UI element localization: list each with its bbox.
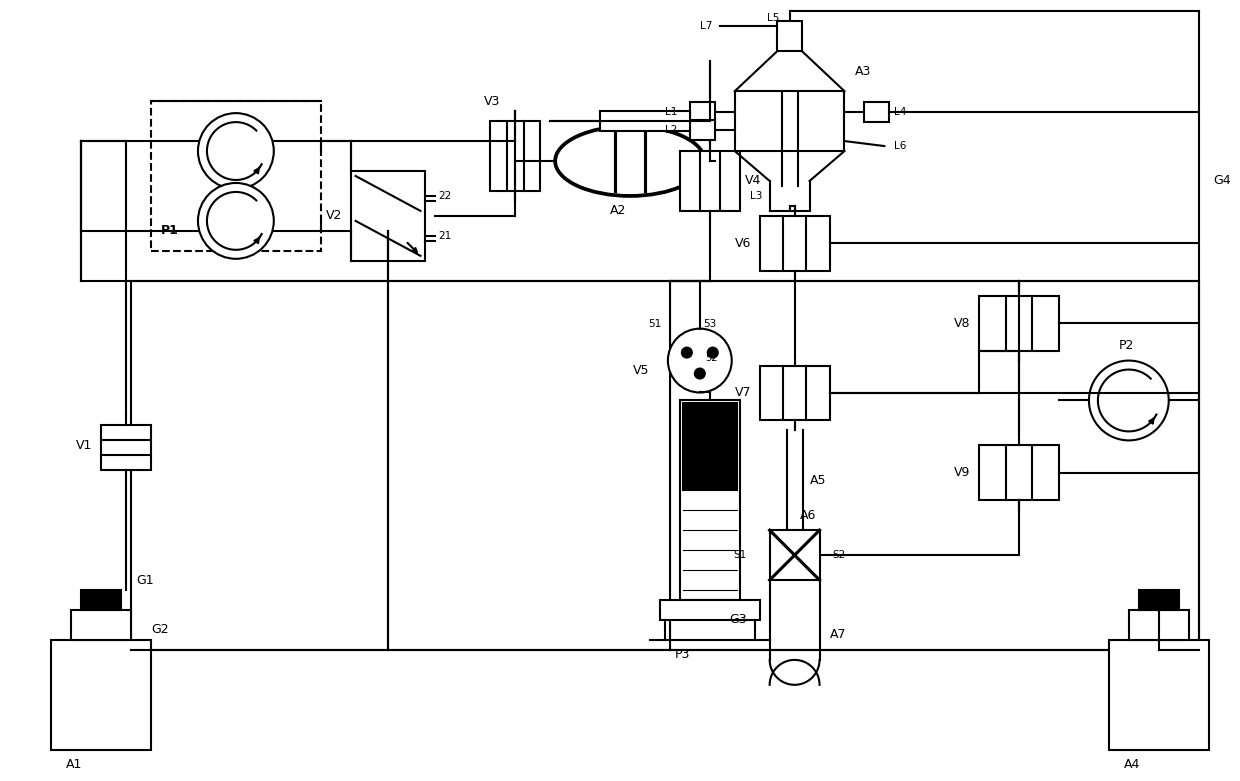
Circle shape [198,183,274,259]
Bar [51,640,151,750]
Text: V3: V3 [484,95,501,108]
Bar [777,21,802,52]
Ellipse shape [556,126,704,196]
Text: P2: P2 [1118,339,1135,352]
Bar [131,280,670,650]
Text: L3: L3 [750,191,763,201]
Bar [980,445,1059,501]
Text: 22: 22 [439,191,451,201]
Bar [71,610,131,640]
Bar [689,102,714,122]
Text: G4: G4 [1214,174,1231,187]
Text: G1: G1 [136,573,154,587]
Text: A1: A1 [66,758,83,771]
Bar [1109,640,1209,750]
Text: V6: V6 [735,237,751,250]
Text: S1: S1 [733,550,746,560]
Text: V8: V8 [955,316,971,330]
Circle shape [694,369,704,379]
Text: L7: L7 [699,21,712,31]
Text: L1: L1 [665,107,677,117]
Bar [680,151,740,211]
Text: V2: V2 [326,209,342,223]
Bar [351,171,425,261]
Bar [151,102,321,251]
Bar [600,111,689,131]
Bar [670,280,1199,650]
Text: V1: V1 [76,439,93,452]
Bar [760,366,830,420]
Bar [864,102,889,122]
Text: P1: P1 [161,224,179,237]
Text: G2: G2 [151,623,169,637]
Circle shape [668,329,732,393]
Bar [82,590,122,610]
Circle shape [198,113,274,189]
Text: A3: A3 [854,65,870,78]
Circle shape [708,348,718,358]
Bar [980,296,1059,351]
Bar [490,121,541,191]
Bar [1128,610,1189,640]
Text: A6: A6 [800,508,816,522]
Bar [770,530,820,580]
Text: A5: A5 [810,474,826,487]
Text: S2: S2 [833,550,846,560]
Text: G3: G3 [730,614,748,626]
Bar [680,401,740,600]
Text: L5: L5 [768,13,780,23]
Circle shape [682,348,692,358]
Text: 52: 52 [704,352,717,362]
Bar [689,120,714,140]
Text: V9: V9 [955,466,971,480]
Circle shape [1089,361,1169,440]
Bar [102,426,151,470]
Text: L6: L6 [894,141,906,151]
Text: A4: A4 [1123,758,1141,771]
Text: A2: A2 [610,205,626,217]
Bar [683,404,737,490]
Text: A7: A7 [830,629,846,641]
Text: P3: P3 [675,648,691,662]
Bar [1138,590,1179,610]
Text: V5: V5 [632,364,650,377]
Bar [760,216,830,271]
Text: L2: L2 [665,125,677,135]
Bar [660,600,760,620]
Text: 53: 53 [703,319,715,329]
Text: L4: L4 [894,107,906,117]
Text: 51: 51 [649,319,661,329]
Text: 21: 21 [439,230,451,241]
Text: V7: V7 [735,387,751,400]
Bar [735,91,844,151]
Text: V4: V4 [745,174,761,187]
